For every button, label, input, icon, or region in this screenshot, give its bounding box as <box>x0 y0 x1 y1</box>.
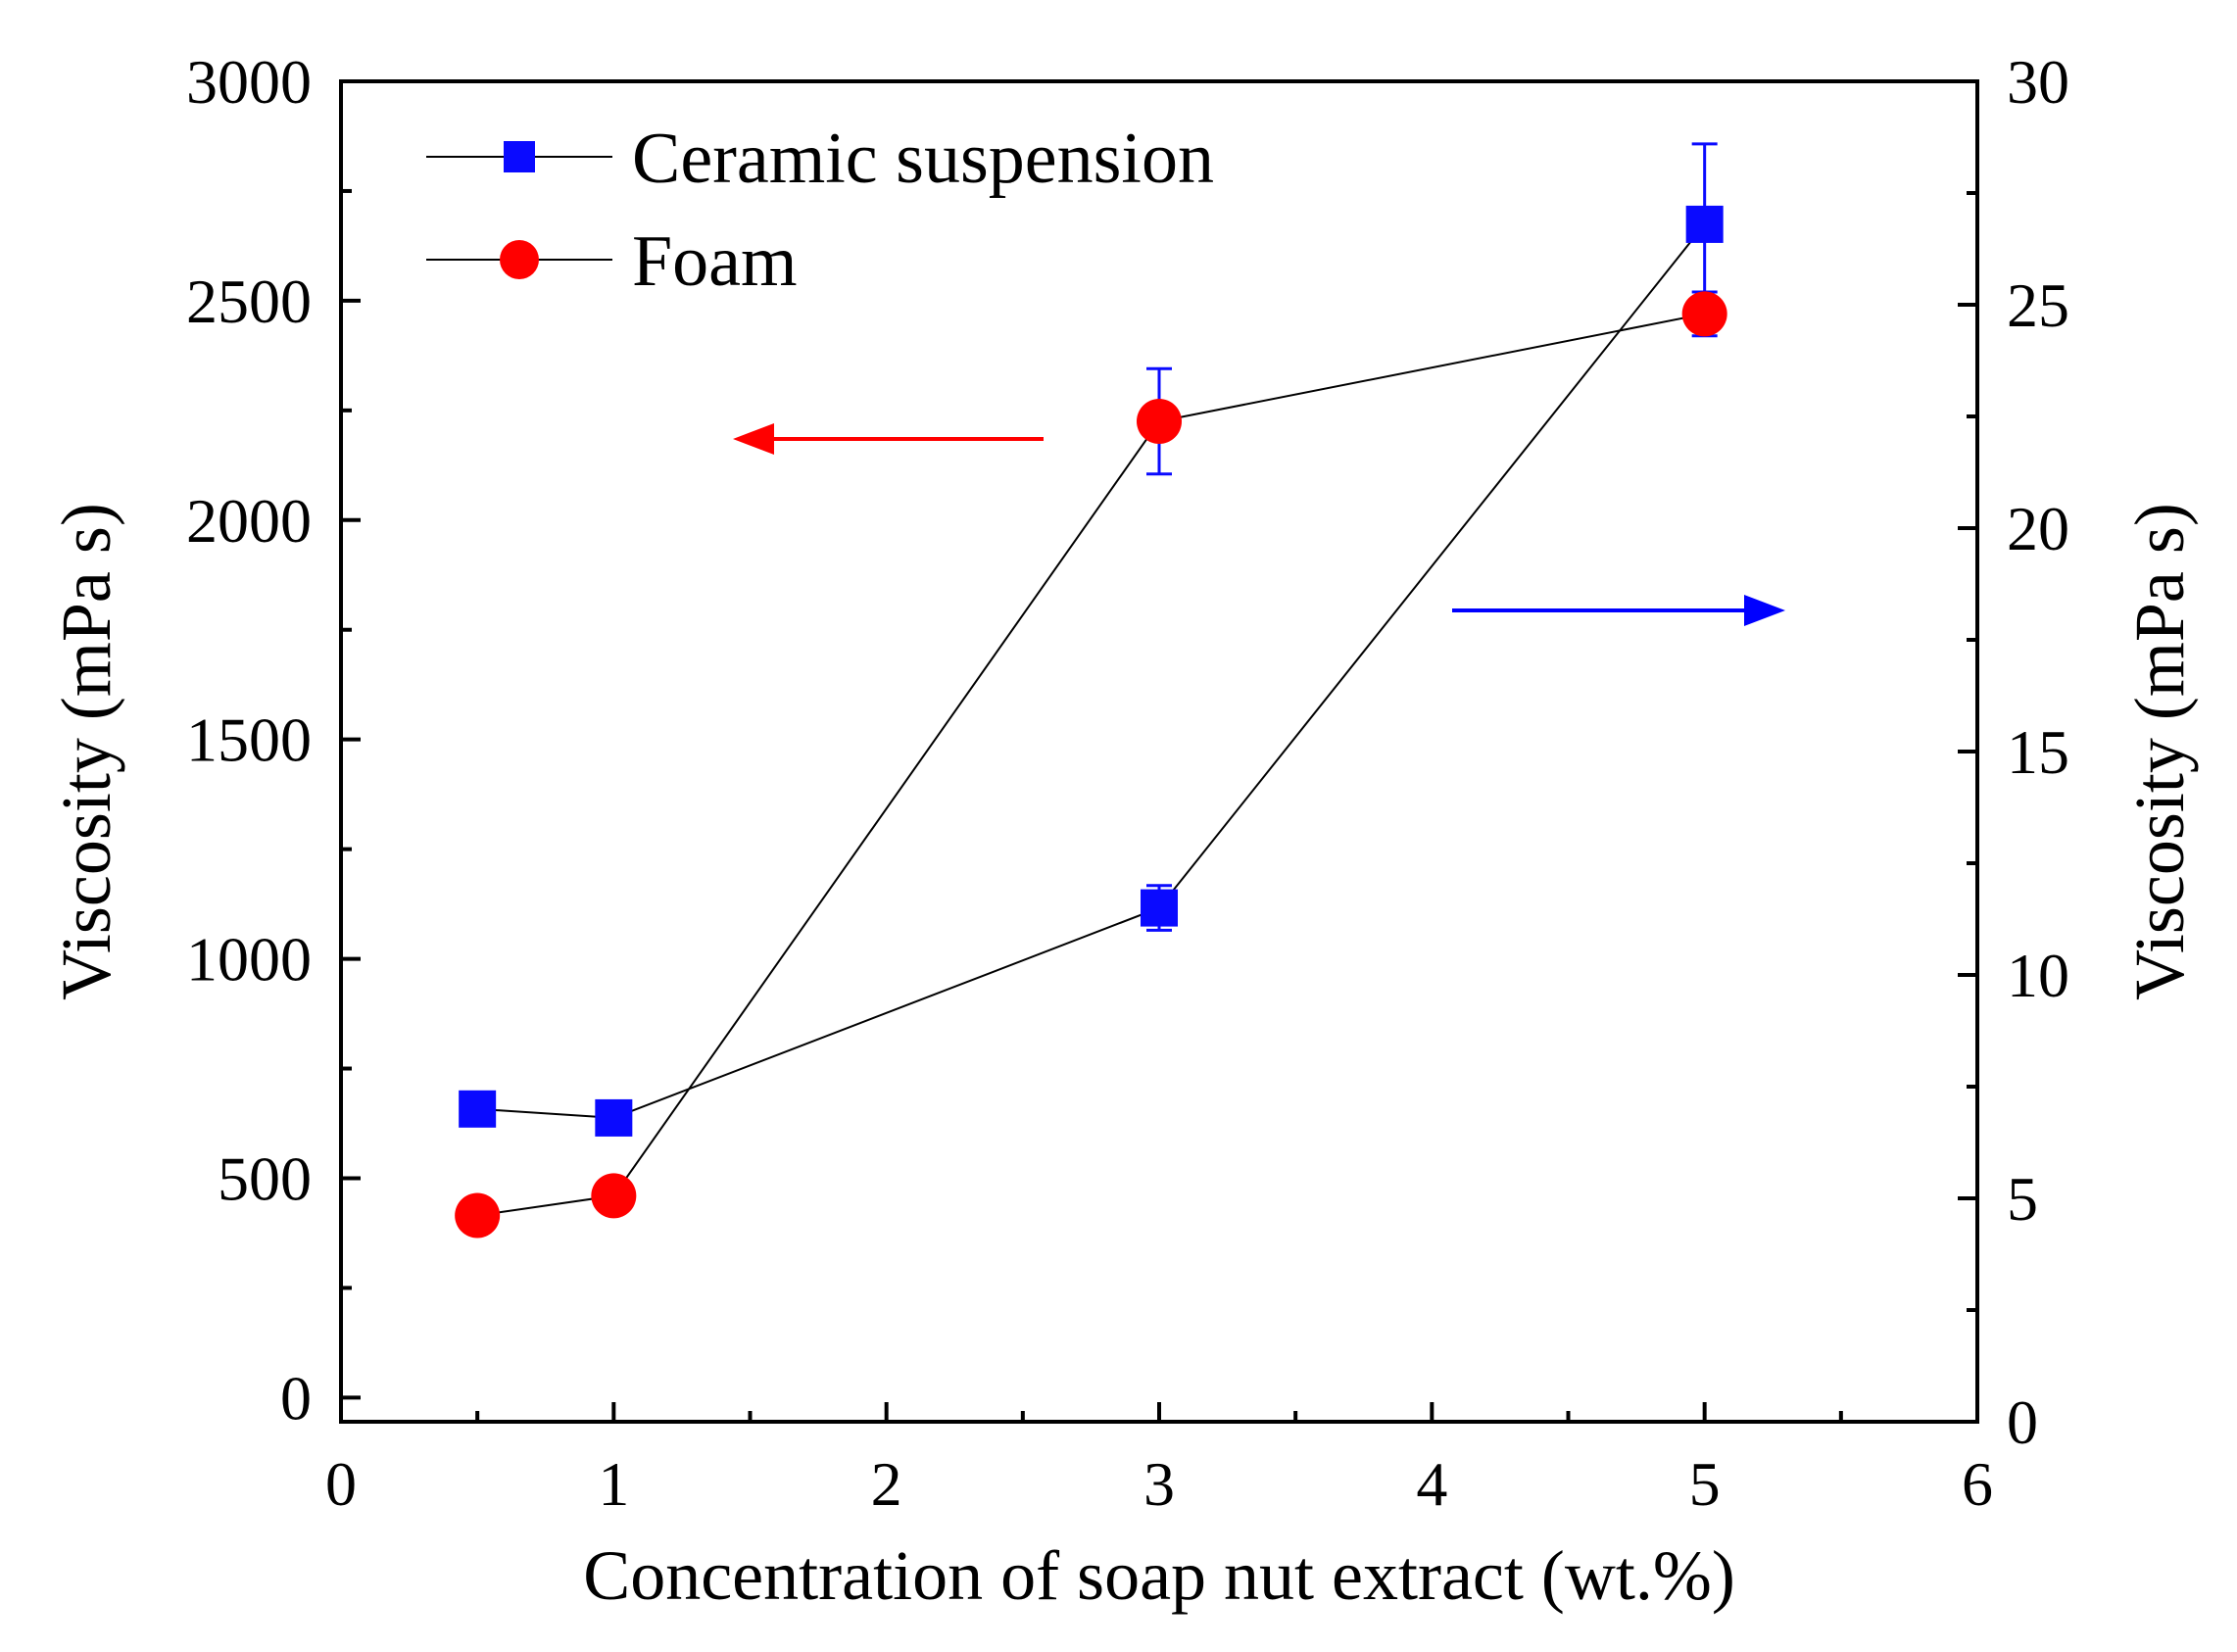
legend-label-ceramic: Ceramic suspension <box>632 119 1214 199</box>
y-left-tick-label: 2500 <box>186 267 312 336</box>
foam-point <box>1137 399 1182 445</box>
y-left-tick-label: 0 <box>280 1363 312 1433</box>
x-axis-title: Concentration of soap nut extract (wt.%) <box>583 1536 1735 1615</box>
x-tick-label: 6 <box>1962 1449 1993 1519</box>
y-axis-title-left: Viscosity (mPa s) <box>47 503 125 1000</box>
ticks-layer <box>341 79 1977 1424</box>
x-tick-label: 5 <box>1689 1449 1721 1519</box>
ceramic-suspension-point <box>459 1090 497 1128</box>
y-right-tick-label: 15 <box>2007 717 2069 787</box>
y-right-tick-label: 10 <box>2007 941 2069 1010</box>
x-tick-label: 0 <box>325 1449 357 1519</box>
y-right-tick-label: 5 <box>2007 1164 2038 1234</box>
plot-frame <box>339 79 1979 1424</box>
legend-label-foam: Foam <box>632 221 798 302</box>
x-tick-label: 2 <box>871 1449 902 1519</box>
legend-marker-ceramic <box>504 141 535 172</box>
y-left-tick-label: 2000 <box>186 486 312 556</box>
x-tick-label: 3 <box>1143 1449 1175 1519</box>
x-tick-label: 1 <box>598 1449 629 1519</box>
ceramic-suspension-point <box>1685 205 1724 243</box>
foam-line <box>477 313 1705 1217</box>
y-axis-title-right: Viscosity (mPa s) <box>2120 503 2199 1000</box>
y-right-tick-label: 30 <box>2007 47 2069 117</box>
foam-point <box>455 1192 501 1239</box>
series-layer <box>455 142 1727 1239</box>
legend-marker-foam <box>500 240 539 279</box>
y-left-tick-label: 1500 <box>186 705 312 775</box>
right-axis-arrow <box>1452 595 1785 626</box>
tick-labels: 0 1 2 3 4 5 6050010001500200025003000051015202… <box>186 47 2069 1519</box>
ceramic-suspension-point <box>595 1098 633 1137</box>
foam-point <box>1681 291 1727 337</box>
legend: Ceramic suspension Foam <box>426 119 1214 302</box>
ceramic-suspension-line <box>477 223 1706 1119</box>
ceramic-suspension-point <box>1141 889 1178 927</box>
y-right-tick-label: 25 <box>2007 270 2069 340</box>
y-right-tick-label: 0 <box>2007 1387 2038 1457</box>
y-left-tick-label: 500 <box>218 1143 312 1213</box>
left-axis-arrow <box>733 423 1044 455</box>
foam-point <box>591 1173 637 1219</box>
y-left-tick-label: 1000 <box>186 925 312 995</box>
x-tick-label: 4 <box>1416 1449 1447 1519</box>
y-left-tick-label: 3000 <box>186 47 312 117</box>
y-right-tick-label: 20 <box>2007 494 2069 563</box>
